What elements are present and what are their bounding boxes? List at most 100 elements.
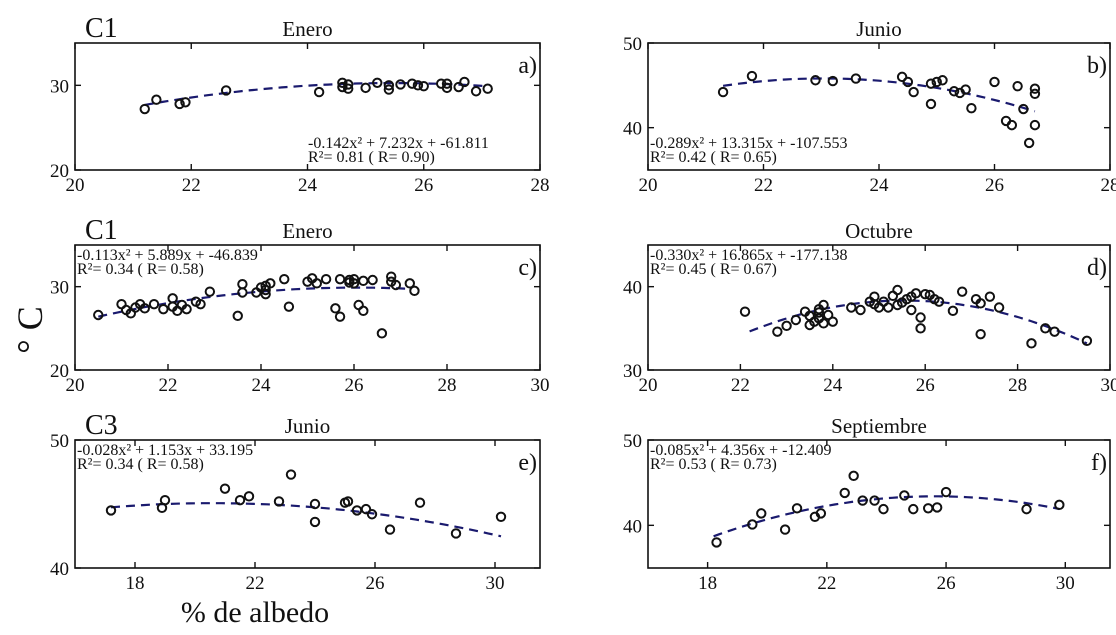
data-point (1012, 80, 1023, 92)
plot-frame (647, 439, 1111, 569)
x-tick-label: 24 (823, 375, 843, 396)
data-point (342, 83, 354, 94)
data-point (243, 491, 255, 502)
data-point (960, 84, 971, 95)
y-tick-label: 40 (50, 559, 69, 580)
panel-letter: a) (518, 53, 537, 79)
data-point (358, 275, 369, 287)
data-point (265, 278, 276, 289)
data-point (418, 80, 429, 92)
r-squared-text: R²= 0.34 ( R= 0.58) (77, 261, 204, 278)
panel-f: 18 22 26 30 40 50 Septiembre f) -0.085x² + 4.356… (623, 414, 1111, 594)
data-point (1040, 323, 1051, 334)
data-point (309, 516, 321, 528)
data-point (940, 486, 952, 498)
data-point (376, 328, 388, 339)
y-axis-label: ° C (10, 306, 50, 353)
x-tick-label: 18 (698, 573, 717, 594)
panel-c: 20 22 24 26 28 30 20 30 Enero C1 c) -0.113x² + 5.88… (50, 215, 550, 396)
data-point (105, 505, 117, 516)
x-axis-label: % de albedo (181, 596, 329, 629)
data-point (1054, 499, 1065, 511)
panel-letter: c) (518, 255, 537, 281)
data-point (360, 503, 372, 515)
data-point (915, 323, 926, 334)
data-point (848, 470, 859, 482)
data-point (878, 503, 889, 515)
plot-frame (74, 244, 541, 371)
data-point (931, 502, 943, 513)
data-point (1021, 503, 1032, 515)
data-point (984, 291, 996, 302)
y-tick-label: 20 (50, 361, 69, 382)
x-tick-label: 20 (66, 175, 85, 196)
x-tick-label: 28 (1008, 375, 1027, 396)
data-point (395, 79, 406, 90)
data-point (1029, 83, 1041, 94)
x-tick-label: 30 (531, 375, 550, 396)
data-point (404, 278, 415, 289)
panel-title: Enero (282, 219, 332, 243)
x-tick-label: 28 (531, 175, 550, 196)
x-tick-label: 30 (1101, 375, 1116, 396)
data-point (358, 305, 369, 317)
regression-equation: -0.289x² + 13.315x + -107.553 (650, 135, 848, 152)
data-point (937, 75, 948, 86)
data-point (931, 76, 942, 88)
panel-title: Junio (285, 414, 331, 438)
panel-letter: e) (518, 450, 537, 476)
panel-title: Junio (856, 17, 902, 41)
plot-frame (74, 439, 541, 569)
x-tick-label: 22 (754, 175, 773, 196)
y-tick-label: 30 (50, 76, 69, 97)
data-point (348, 278, 360, 289)
data-point (204, 286, 216, 297)
y-tick-label: 50 (50, 431, 69, 452)
data-point (220, 85, 232, 96)
data-point (159, 494, 171, 506)
data-point (1081, 335, 1093, 347)
panel-letter: f) (1091, 450, 1107, 476)
regression-equation: -0.085x² + 4.356x + -12.409 (650, 442, 832, 459)
data-point (330, 303, 341, 314)
data-point (947, 305, 959, 317)
data-point (309, 498, 321, 510)
data-point (966, 102, 977, 114)
x-tick-label: 22 (182, 175, 201, 196)
data-point (1018, 103, 1029, 115)
data-point (441, 78, 453, 89)
data-point (219, 483, 231, 494)
data-point (234, 494, 246, 506)
data-point (139, 303, 150, 314)
data-point (390, 279, 402, 291)
x-tick-label: 26 (414, 175, 433, 196)
data-point (892, 284, 903, 296)
data-point (237, 287, 248, 298)
x-tick-label: 22 (159, 375, 178, 396)
data-point (453, 81, 464, 93)
data-point (372, 77, 383, 88)
fit-curve (722, 77, 1036, 113)
r-squared-text: R²= 0.34 ( R= 0.58) (77, 456, 204, 473)
x-tick-label: 28 (438, 375, 457, 396)
data-point (1029, 119, 1041, 131)
data-point (756, 508, 767, 519)
data-point (334, 311, 346, 322)
data-point (383, 80, 395, 91)
data-point (779, 524, 791, 535)
fit-curve (713, 495, 1060, 538)
data-point (285, 469, 297, 480)
data-point (386, 271, 397, 282)
data-point (711, 537, 722, 548)
data-point (915, 312, 926, 323)
regression-equation: -0.330x² + 16.865x + -177.138 (650, 247, 848, 264)
data-point (813, 307, 825, 318)
data-point (810, 75, 821, 86)
data-point (337, 77, 348, 88)
data-point (232, 310, 243, 322)
panel-b: 20 22 24 26 28 40 50 Junio b) -0.289x² + 13.315x … (623, 17, 1116, 196)
data-point (993, 302, 1005, 313)
data-point (495, 511, 507, 522)
data-point (383, 84, 395, 95)
data-point (827, 75, 838, 87)
